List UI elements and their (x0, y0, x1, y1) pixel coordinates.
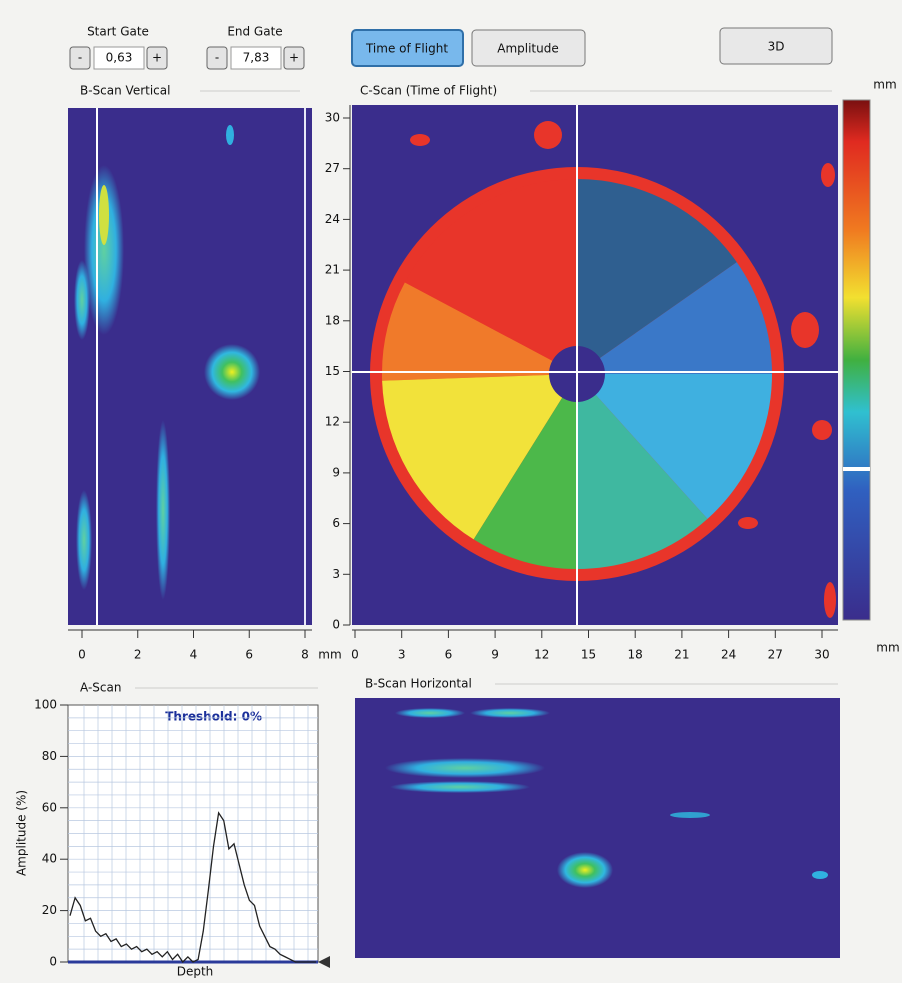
x-unit: mm (318, 648, 341, 662)
x-axis-label: Depth (177, 965, 214, 979)
x-tick-label: 21 (674, 648, 689, 662)
x-tick-label: 9 (491, 648, 499, 662)
y-tick-label: 12 (325, 415, 340, 429)
colorbar (843, 100, 870, 620)
start-gate-value: 0,63 (106, 51, 133, 65)
button-text: - (78, 51, 82, 65)
y-tick-label: 9 (332, 465, 340, 479)
button-text: Amplitude (497, 42, 559, 56)
x-tick-label: 0 (78, 648, 86, 662)
y-tick-label: 27 (325, 161, 340, 175)
y-tick-label: 6 (332, 516, 340, 530)
y-tick-label: 30 (325, 111, 340, 125)
3d-button[interactable]: 3D (720, 28, 832, 64)
y-tick-label: 24 (325, 212, 340, 226)
y-axis-label: Amplitude (%) (15, 790, 29, 876)
y-tick-label: 80 (42, 749, 57, 763)
y-tick-label: 21 (325, 263, 340, 277)
y-tick-label: 60 (42, 800, 57, 814)
x-tick-label: 3 (398, 648, 406, 662)
button-text: 3D (768, 40, 785, 54)
y-tick-label: 0 (49, 955, 57, 969)
end-gate-plus[interactable]: + (284, 47, 304, 69)
threshold-label: Threshold: 0% (165, 710, 262, 724)
y-tick-label: 18 (325, 313, 340, 327)
button-text: + (289, 51, 299, 65)
b-scan-horizontal-image (355, 698, 840, 958)
y-tick-label: 3 (332, 567, 340, 581)
amplitude-button[interactable]: Amplitude (472, 30, 585, 66)
x-tick-label: 15 (581, 648, 596, 662)
app-window: Start Gate - 0,63 + End Gate - 7,83 + Ti… (0, 0, 902, 983)
b-scan-vertical-image (68, 108, 312, 625)
x-tick-label: 8 (301, 648, 309, 662)
end-gate-minus[interactable]: - (207, 47, 227, 69)
c-scan-image (352, 105, 838, 625)
x-tick-label: 12 (534, 648, 549, 662)
y-tick-label: 20 (42, 903, 57, 917)
button-text: - (215, 51, 219, 65)
x-tick-label: 30 (814, 648, 829, 662)
x-tick-label: 4 (190, 648, 198, 662)
x-tick-label: 6 (445, 648, 453, 662)
button-text: + (152, 51, 162, 65)
x-unit: mm (876, 641, 899, 655)
x-tick-label: 24 (721, 648, 736, 662)
button-text: Time of Flight (365, 42, 448, 56)
colorbar-unit: mm (873, 78, 896, 92)
panel-title: B-Scan Horizontal (365, 677, 472, 691)
start-gate-minus[interactable]: - (70, 47, 90, 69)
panel-title: A-Scan (80, 681, 121, 695)
panel-title: C-Scan (Time of Flight) (360, 84, 497, 98)
x-tick-label: 27 (768, 648, 783, 662)
x-tick-label: 18 (628, 648, 643, 662)
y-tick-label: 100 (34, 698, 57, 712)
start-gate-label: Start Gate (87, 25, 149, 39)
colorbar-marker[interactable] (843, 467, 870, 471)
x-tick-label: 0 (351, 648, 359, 662)
y-tick-label: 40 (42, 852, 57, 866)
start-gate-plus[interactable]: + (147, 47, 167, 69)
end-gate-label: End Gate (227, 25, 282, 39)
panel-title: B-Scan Vertical (80, 84, 170, 98)
y-tick-label: 0 (332, 618, 340, 632)
time-of-flight-button[interactable]: Time of Flight (352, 30, 463, 66)
end-gate-value: 7,83 (243, 51, 270, 65)
x-tick-label: 6 (245, 648, 253, 662)
y-tick-label: 15 (325, 364, 340, 378)
x-tick-label: 2 (134, 648, 142, 662)
